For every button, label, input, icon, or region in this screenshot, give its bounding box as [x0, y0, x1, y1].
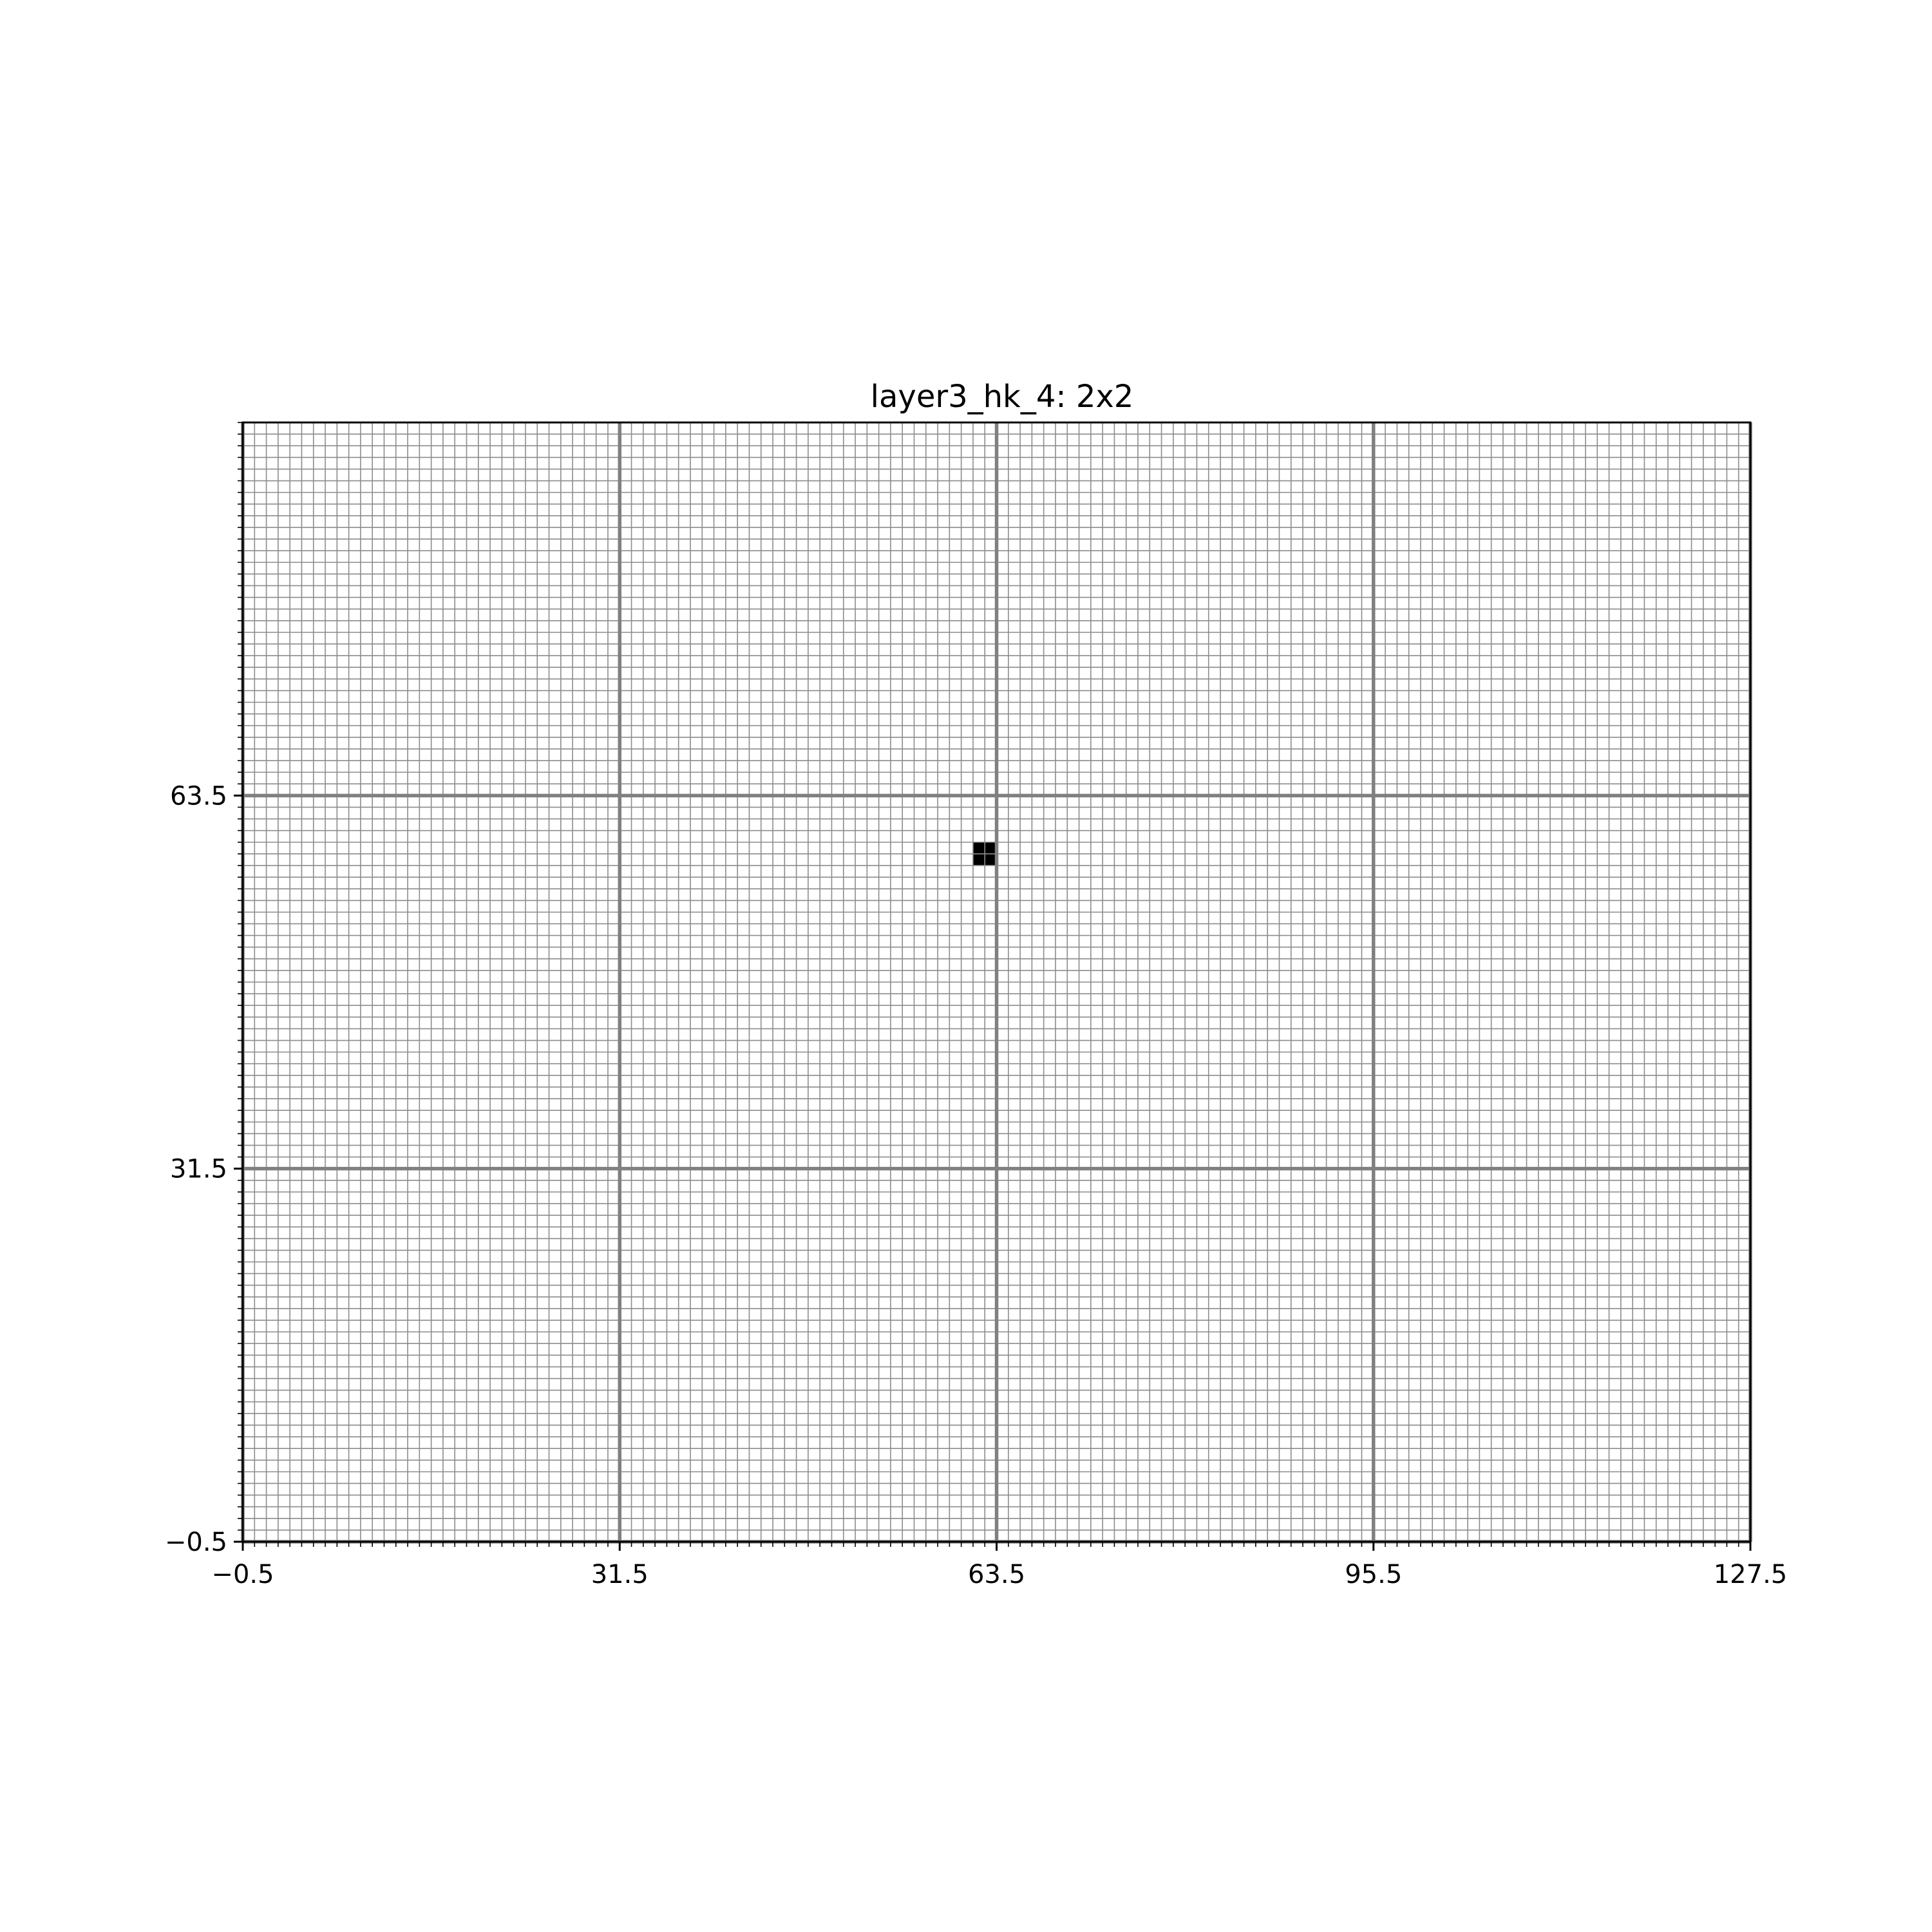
y-axis: −0.5 31.5 63.5 — [165, 781, 243, 1557]
cells — [972, 842, 997, 866]
minor-grid — [242, 422, 1751, 1542]
x-tick-label: 127.5 — [1714, 1560, 1788, 1589]
heatmap-cell — [985, 842, 997, 854]
heatmap-cell — [985, 853, 997, 866]
chart-title: layer3_hk_4: 2x2 — [871, 379, 1134, 415]
y-tick-label: −0.5 — [165, 1528, 227, 1557]
y-tick-label: 63.5 — [170, 781, 227, 811]
x-tick-label: −0.5 — [211, 1560, 274, 1589]
x-tick-label: 31.5 — [591, 1560, 649, 1589]
heatmap-cell — [972, 842, 985, 854]
x-tick-label: 63.5 — [968, 1560, 1025, 1589]
heatmap-cell — [972, 853, 985, 866]
y-tick-label: 31.5 — [170, 1155, 227, 1184]
x-axis: −0.5 31.5 63.5 95.5 127.5 — [211, 1542, 1787, 1589]
plot-area — [238, 421, 1752, 1547]
x-tick-label: 95.5 — [1345, 1560, 1402, 1589]
